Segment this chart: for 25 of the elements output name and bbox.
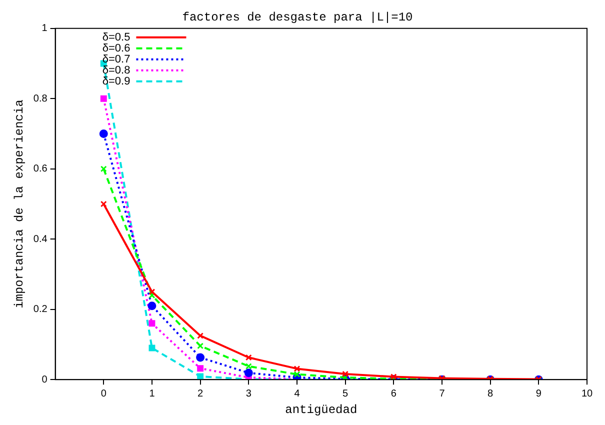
y-tick-label: 0.2 xyxy=(33,304,48,316)
y-tick-label: 0.8 xyxy=(33,93,48,104)
y-tick-label: 0.4 xyxy=(33,234,48,245)
x-tick-label: 10 xyxy=(581,388,593,400)
x-tick-label: 4 xyxy=(294,388,300,400)
y-tick-label: 1 xyxy=(42,23,48,34)
x-tick-label: 9 xyxy=(536,388,542,400)
x-axis-title: antigüedad xyxy=(285,402,358,417)
x-tick-label: 0 xyxy=(100,388,107,400)
x-tick-label: 8 xyxy=(488,388,494,400)
x-tick-label: 2 xyxy=(198,388,204,400)
legend-label: δ=0.9 xyxy=(102,75,130,88)
x-tick-label: 1 xyxy=(149,388,156,400)
chart-title: factores de desgaste para |L|=10 xyxy=(182,10,413,24)
legend-label: δ=0.5 xyxy=(102,31,130,44)
y-axis-title: importancia de la experiencia xyxy=(12,100,26,308)
y-tick-label: 0 xyxy=(42,374,48,386)
legend-label: δ=0.6 xyxy=(102,42,130,54)
legend-label: δ=0.7 xyxy=(102,53,130,66)
x-tick-label: 3 xyxy=(246,388,252,400)
x-tick-label: 7 xyxy=(439,388,446,400)
x-tick-label: 6 xyxy=(390,388,397,400)
legend-label: δ=0.8 xyxy=(102,64,130,76)
y-tick-label: 0.6 xyxy=(33,164,48,175)
x-tick-label: 5 xyxy=(342,388,349,400)
